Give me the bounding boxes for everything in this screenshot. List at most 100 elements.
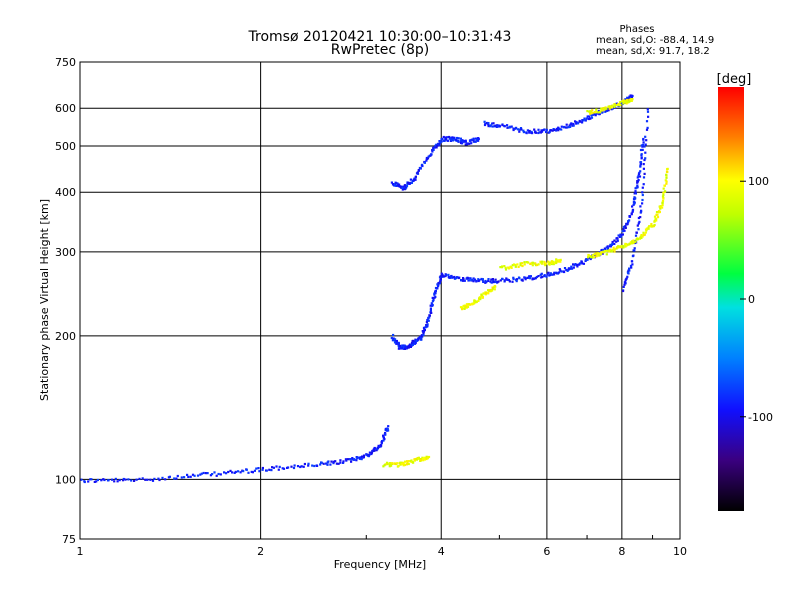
data-point bbox=[528, 275, 531, 278]
data-point bbox=[428, 314, 431, 317]
data-point bbox=[456, 137, 459, 140]
data-point bbox=[628, 95, 631, 98]
data-point bbox=[472, 140, 475, 143]
data-point bbox=[543, 260, 546, 264]
data-point bbox=[589, 112, 592, 115]
data-point bbox=[642, 137, 645, 141]
data-point bbox=[271, 466, 274, 469]
data-point bbox=[130, 479, 133, 482]
data-point bbox=[449, 276, 452, 279]
data-point bbox=[666, 167, 669, 170]
data-point bbox=[438, 144, 441, 147]
x-tick-label: 4 bbox=[438, 545, 445, 558]
data-point bbox=[463, 279, 466, 282]
x-tick-label: 6 bbox=[543, 545, 550, 558]
data-point bbox=[427, 155, 430, 158]
data-point bbox=[322, 462, 325, 465]
data-point bbox=[650, 225, 653, 228]
data-point bbox=[601, 248, 605, 252]
data-point bbox=[632, 239, 635, 242]
data-point bbox=[468, 303, 472, 306]
y-axis-ticks: 75 100 200 300 400 500 600 750 bbox=[55, 56, 76, 546]
data-point bbox=[380, 441, 383, 444]
data-point bbox=[501, 277, 504, 280]
data-point bbox=[521, 279, 524, 282]
data-point bbox=[633, 247, 636, 250]
data-point bbox=[368, 453, 371, 457]
data-point bbox=[539, 273, 542, 276]
data-point bbox=[373, 446, 376, 450]
data-point bbox=[83, 480, 86, 484]
x-axis-ticks: 1 2 4 6 8 10 bbox=[77, 535, 687, 558]
data-point bbox=[504, 266, 507, 269]
data-point bbox=[531, 261, 535, 264]
data-point bbox=[357, 456, 360, 459]
data-point bbox=[648, 225, 651, 228]
data-point bbox=[563, 267, 567, 270]
data-point bbox=[387, 429, 390, 432]
data-point bbox=[251, 471, 254, 474]
data-point bbox=[311, 464, 314, 467]
data-point bbox=[615, 247, 618, 250]
data-point bbox=[639, 236, 642, 239]
data-point bbox=[384, 433, 387, 436]
data-point bbox=[518, 277, 521, 280]
data-point bbox=[631, 94, 634, 98]
data-point bbox=[419, 167, 422, 170]
data-point bbox=[303, 462, 306, 466]
data-point bbox=[425, 324, 428, 327]
data-point bbox=[504, 268, 508, 271]
data-point bbox=[439, 280, 442, 283]
data-point bbox=[646, 110, 650, 113]
data-point bbox=[583, 117, 586, 120]
data-point bbox=[653, 215, 657, 218]
data-point bbox=[629, 264, 633, 267]
data-point bbox=[89, 478, 92, 481]
data-point bbox=[522, 129, 525, 132]
data-point bbox=[643, 172, 646, 175]
data-point bbox=[421, 164, 424, 168]
data-point bbox=[638, 175, 642, 178]
data-point bbox=[633, 202, 636, 205]
data-point bbox=[540, 276, 543, 279]
data-point bbox=[459, 306, 463, 309]
data-point bbox=[436, 283, 439, 286]
data-point bbox=[110, 478, 114, 481]
data-point bbox=[422, 333, 425, 336]
data-point bbox=[665, 182, 668, 185]
data-point bbox=[574, 120, 577, 123]
data-point bbox=[565, 123, 568, 126]
data-point bbox=[397, 465, 400, 468]
data-point bbox=[436, 142, 440, 145]
data-point bbox=[451, 276, 454, 279]
data-point bbox=[587, 115, 591, 118]
data-point bbox=[528, 131, 531, 134]
data-point bbox=[554, 260, 557, 263]
data-point bbox=[468, 139, 472, 142]
data-point bbox=[576, 265, 579, 268]
data-point bbox=[503, 279, 506, 282]
data-point bbox=[518, 128, 521, 131]
data-point bbox=[507, 279, 510, 282]
data-point bbox=[398, 183, 401, 186]
data-point bbox=[610, 250, 613, 253]
data-point bbox=[593, 255, 596, 259]
data-point bbox=[403, 344, 406, 348]
data-point bbox=[423, 456, 426, 459]
data-point bbox=[247, 471, 250, 474]
data-point bbox=[663, 184, 666, 187]
data-point bbox=[605, 253, 608, 256]
data-point bbox=[431, 149, 434, 152]
data-point bbox=[196, 474, 200, 477]
data-point bbox=[141, 477, 144, 480]
data-point bbox=[472, 139, 475, 142]
data-point bbox=[487, 122, 490, 125]
data-point bbox=[589, 256, 592, 259]
data-point bbox=[434, 295, 437, 298]
data-point bbox=[601, 111, 604, 114]
data-point bbox=[466, 305, 470, 308]
data-point bbox=[529, 275, 532, 278]
data-point bbox=[641, 193, 644, 197]
data-point bbox=[644, 231, 647, 234]
data-point bbox=[307, 462, 310, 465]
